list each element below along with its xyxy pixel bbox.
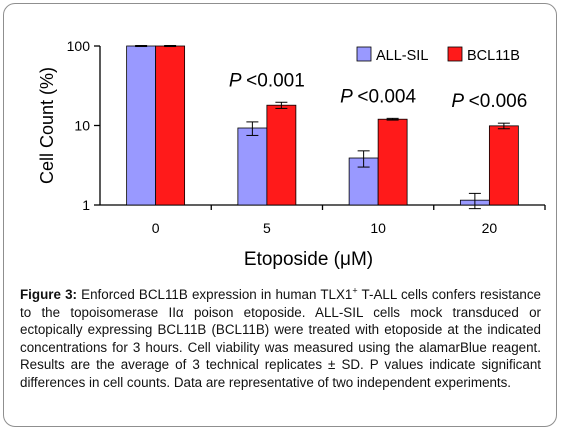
p-symbol: P [451, 91, 468, 112]
y-tick-label: 10 [74, 118, 90, 134]
p-value-annotation: P <0.004 [340, 86, 416, 107]
p-value-annotation: P <0.001 [229, 70, 305, 91]
chart-legend: ALL-SIL BCL11B [356, 46, 520, 64]
x-axis-title: Etoposide (μM) [244, 249, 373, 270]
caption-text-start: Enforced BCL11B expression in human TLX1 [81, 287, 353, 302]
figure-frame [3, 3, 557, 427]
caption-text-end: T-ALL cells confers resistance to the to… [20, 287, 541, 390]
y-tick-label: 1 [82, 197, 90, 213]
legend-label-bcl11b: BCL11B [467, 48, 520, 64]
p-value-annotation: P <0.006 [451, 91, 527, 112]
p-symbol: P [229, 70, 246, 91]
p-value-text: <0.006 [469, 91, 528, 112]
p-value-text: <0.004 [357, 86, 416, 107]
bar-all-sil [237, 127, 268, 206]
p-symbol: P [340, 86, 357, 107]
bar-bcl11b [155, 45, 186, 206]
bar-chart: 100 10 1 Cell Count (%) 0 5 10 20 Etoposide (μM)… [37, 38, 546, 270]
caption-label: Figure 3: [20, 287, 77, 302]
caption-superscript: + [352, 285, 358, 296]
chart-bars [126, 44, 519, 210]
legend-swatch-bcl11b [447, 46, 463, 62]
bar-all-sil [126, 45, 157, 206]
bar-bcl11b [266, 104, 297, 206]
bar-bcl11b [377, 118, 408, 206]
legend-swatch-all-sil [356, 46, 372, 62]
x-tick-label: 5 [263, 220, 271, 236]
legend-label-all-sil: ALL-SIL [376, 48, 428, 64]
x-tick-label: 0 [152, 220, 160, 236]
y-tick-label: 100 [67, 38, 91, 54]
figure-caption: Figure 3: Enforced BCL11B expression in … [20, 286, 541, 392]
y-axis-title: Cell Count (%) [37, 67, 57, 184]
bar-bcl11b [488, 125, 519, 206]
p-value-text: <0.001 [246, 70, 305, 91]
x-tick-label: 10 [370, 220, 386, 236]
x-tick-label: 20 [482, 220, 498, 236]
